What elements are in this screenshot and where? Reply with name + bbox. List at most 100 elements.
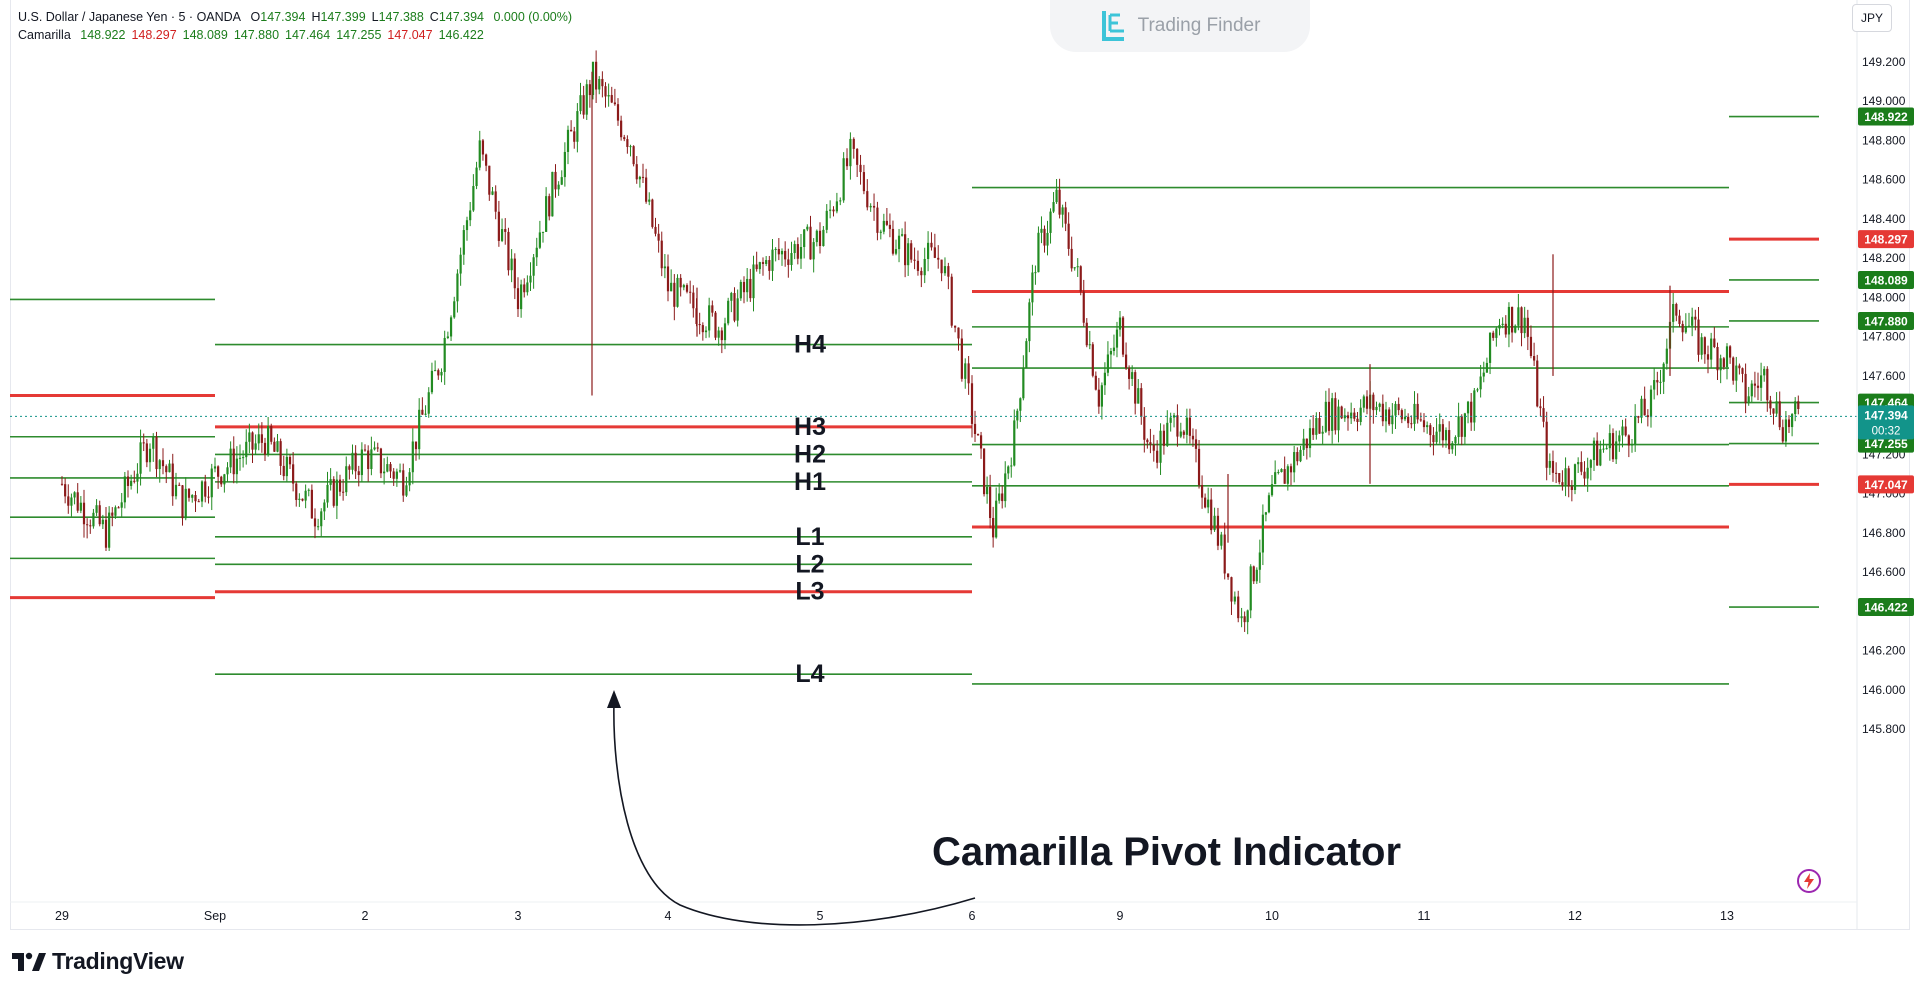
candle-body (623, 137, 626, 140)
candle-body (1166, 422, 1169, 446)
legend: U.S. Dollar / Japanese Yen · 5 · OANDA O… (18, 8, 572, 44)
candle-body (108, 512, 111, 548)
candle-body (717, 330, 720, 338)
time-tick-label: 11 (1418, 909, 1431, 923)
candle-body (317, 526, 320, 528)
candle-body (676, 277, 679, 307)
candle-body (402, 470, 405, 496)
candle-body (1526, 317, 1529, 337)
candle-body (1176, 415, 1179, 437)
candle-body (666, 266, 670, 292)
candle-body (907, 243, 910, 266)
symbol-title[interactable]: U.S. Dollar / Japanese Yen · 5 · OANDA (18, 10, 242, 24)
candle-body (1088, 344, 1091, 346)
candle-body (516, 288, 520, 310)
candle-body (1289, 466, 1293, 473)
time-tick-label: 29 (55, 909, 69, 923)
candle-body (595, 61, 598, 90)
candle-body (1573, 464, 1577, 491)
candle-body (1296, 452, 1299, 462)
tradingview-logo[interactable]: TradingView (12, 948, 184, 975)
candle-body (1706, 354, 1710, 360)
candle-body (229, 448, 232, 468)
legend-symbol-row: U.S. Dollar / Japanese Yen · 5 · OANDA O… (18, 8, 572, 26)
candle-body (181, 485, 184, 519)
candle-body (1200, 484, 1204, 498)
candle-body (1763, 368, 1766, 376)
candle-body (213, 466, 217, 469)
candle-body (787, 259, 790, 266)
candle-body (1460, 416, 1463, 437)
candle-body (1725, 346, 1729, 367)
candle-body (1226, 573, 1230, 578)
candle-body (207, 496, 210, 498)
indicator-value: 147.880 (233, 28, 280, 42)
candle-body (1756, 385, 1760, 388)
candle-body (248, 432, 251, 442)
candle-body (1182, 431, 1185, 435)
candle-body (992, 517, 995, 538)
price-axis[interactable]: 149.200 149.000 148.800 148.600 148.400 148.2… (1856, 0, 1906, 930)
candle-body (1501, 323, 1504, 325)
time-axis[interactable]: 29 Sep 2 3 4 5 6 9 10 11 12 13 (10, 901, 1857, 923)
candle-body (1766, 368, 1769, 401)
candle-body (825, 210, 828, 230)
candle-body (626, 139, 629, 147)
candle-body (950, 276, 953, 326)
candle-body (638, 176, 641, 180)
candle-body (1372, 394, 1375, 411)
candle-body (607, 95, 610, 97)
candle-body (979, 435, 983, 449)
candle-body (1769, 400, 1772, 409)
candle-body (1381, 403, 1384, 422)
candle-body (937, 257, 940, 260)
candle-body (1237, 596, 1240, 619)
candle-body (1283, 469, 1286, 484)
candle-body (1713, 338, 1716, 348)
candle-body (130, 480, 133, 486)
price-tick-label: 147.600 (1862, 369, 1906, 383)
candle-body (1315, 418, 1318, 435)
candle-body (345, 466, 348, 493)
candle-body (73, 492, 76, 498)
candle-body (1172, 415, 1176, 418)
candle-body (421, 409, 424, 415)
candle-body (842, 158, 845, 201)
candle-countdown: 00:32 (1872, 425, 1901, 437)
candle-body (1004, 473, 1007, 502)
candle-body (1097, 389, 1100, 407)
candle-body (1750, 383, 1753, 397)
candle-body (220, 476, 223, 485)
candle-body (123, 476, 126, 503)
candle-body (933, 247, 936, 258)
candle-body (295, 483, 298, 500)
level-label-l2: L2 (795, 550, 824, 578)
chart-frame[interactable] (10, 0, 1910, 930)
indicator-name[interactable]: Camarilla (18, 28, 71, 42)
level-label-h4: H4 (794, 331, 826, 359)
candle-body (1391, 415, 1394, 425)
candle-body (663, 266, 666, 269)
candle-body (226, 467, 229, 475)
candle-body (523, 284, 526, 293)
candle-body (803, 229, 806, 248)
candle-body (1052, 202, 1055, 212)
candle-body (408, 472, 411, 486)
candle-body (654, 226, 657, 234)
time-tick-label: 2 (362, 909, 369, 923)
candle-body (197, 501, 200, 503)
currency-button[interactable]: JPY (1852, 4, 1892, 32)
lightning-icon[interactable] (1796, 868, 1822, 894)
candle-body (389, 464, 392, 472)
candle-body (98, 505, 101, 525)
candle-body (1143, 416, 1146, 440)
candle-body (1454, 437, 1457, 444)
candle-body (1640, 398, 1643, 418)
level-label-h1: H1 (794, 468, 826, 496)
candle-body (424, 413, 427, 415)
candle-body (930, 242, 933, 248)
candle-body (723, 323, 727, 341)
candle-body (1162, 430, 1166, 446)
candle-body (604, 86, 607, 97)
